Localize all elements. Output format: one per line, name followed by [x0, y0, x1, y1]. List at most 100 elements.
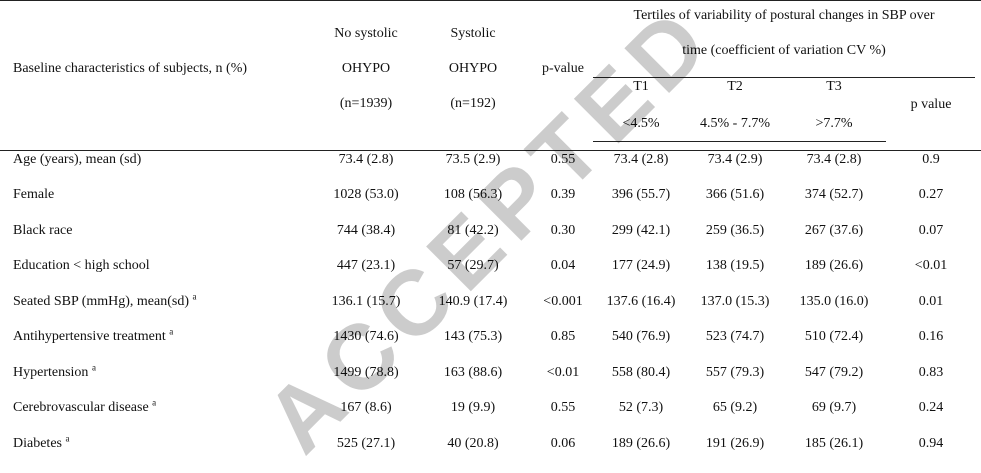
footnote-marker: a — [169, 326, 174, 337]
table-cell: 73.4 (2.8) — [613, 152, 669, 167]
row-label-text: Seated SBP (mmHg), mean(sd) — [13, 294, 190, 309]
table-cell: 557 (79.3) — [705, 365, 765, 380]
table-cell: 374 (52.7) — [804, 187, 864, 202]
row-label: Hypertension a — [13, 362, 96, 381]
table-cell: 0.83 — [918, 365, 944, 380]
table-cell: <0.001 — [543, 294, 583, 309]
table-cell: 138 (19.5) — [705, 258, 765, 273]
tertile-sub-rule — [593, 141, 886, 142]
row-label: Age (years), mean (sd) — [13, 152, 141, 168]
table-cell: 189 (26.6) — [611, 436, 671, 451]
table-cell: 744 (38.4) — [336, 223, 396, 238]
row-label: Seated SBP (mmHg), mean(sd) a — [13, 291, 197, 310]
table-cell: 167 (8.6) — [340, 400, 392, 415]
table-cell: 135.0 (16.0) — [799, 294, 869, 309]
row-label: Antihypertensive treatment a — [13, 326, 174, 345]
row-label-text: Hypertension — [13, 365, 89, 380]
table-cell: 143 (75.3) — [443, 329, 503, 344]
table-cell: 65 (9.2) — [712, 400, 758, 415]
header-baseline-label: Baseline characteristics of subjects, n … — [13, 61, 248, 76]
table-cell: 0.55 — [550, 400, 576, 415]
table-cell: 73.4 (2.9) — [707, 152, 763, 167]
table-cell: 136.1 (15.7) — [331, 294, 401, 309]
header-t1-range: <4.5% — [622, 116, 660, 131]
table-cell: 0.39 — [550, 187, 576, 202]
row-label: Diabetes a — [13, 433, 70, 452]
table-cell: 73.4 (2.8) — [806, 152, 862, 167]
header-systolic-line1: Systolic — [450, 26, 496, 41]
header-no-systolic-line2: OHYPO — [341, 61, 391, 76]
table-cell: 0.85 — [550, 329, 576, 344]
table-cell: 108 (56.3) — [443, 187, 503, 202]
table-cell: 299 (42.1) — [611, 223, 671, 238]
row-label-text: Age (years), mean (sd) — [13, 152, 142, 167]
table-cell: 140.9 (17.4) — [438, 294, 508, 309]
header-pvalue: p-value — [542, 61, 584, 76]
header-systolic-n: (n=192) — [450, 96, 496, 111]
table-cell: 81 (42.2) — [447, 223, 499, 238]
row-label-text: Female — [13, 187, 55, 202]
table-cell: 137.6 (16.4) — [606, 294, 676, 309]
table-cell: 137.0 (15.3) — [700, 294, 770, 309]
table-cell: 1028 (53.0) — [333, 187, 399, 202]
table-cell: 525 (27.1) — [336, 436, 396, 451]
row-label: Cerebrovascular disease a — [13, 397, 157, 416]
header-t2: T2 — [727, 79, 743, 94]
table-cell: 0.07 — [918, 223, 944, 238]
header-tertiles-line1: Tertiles of variability of postural chan… — [633, 8, 935, 23]
top-rule — [0, 0, 981, 1]
row-label-text: Antihypertensive treatment — [13, 329, 166, 344]
table-cell: <0.01 — [546, 365, 580, 380]
header-tertiles-line2: time (coefficient of variation CV %) — [682, 43, 886, 58]
table-cell: 0.06 — [550, 436, 576, 451]
row-label-text: Cerebrovascular disease — [13, 400, 149, 415]
table-cell: 19 (9.9) — [450, 400, 496, 415]
table-cell: 0.94 — [918, 436, 944, 451]
header-bottom-rule — [0, 150, 981, 151]
table-cell: 540 (76.9) — [611, 329, 671, 344]
footnote-marker: a — [192, 291, 197, 302]
header-systolic-line2: OHYPO — [448, 61, 498, 76]
table-cell: 0.24 — [918, 400, 944, 415]
table-cell: 1499 (78.8) — [333, 365, 399, 380]
table-cell: 0.55 — [550, 152, 576, 167]
header-no-systolic-n: (n=1939) — [339, 96, 393, 111]
table-cell: 558 (80.4) — [611, 365, 671, 380]
footnote-marker: a — [65, 433, 70, 444]
table-cell: 73.4 (2.8) — [338, 152, 394, 167]
table-cell: 189 (26.6) — [804, 258, 864, 273]
table-cell: 0.01 — [918, 294, 944, 309]
table-cell: 69 (9.7) — [811, 400, 857, 415]
table-cell: 177 (24.9) — [611, 258, 671, 273]
row-label: Black race — [13, 223, 72, 239]
header-no-systolic-line1: No systolic — [334, 26, 398, 41]
tertile-rule — [593, 77, 975, 78]
table-cell: 40 (20.8) — [447, 436, 499, 451]
row-label-text: Education < high school — [13, 258, 150, 273]
table-cell: 185 (26.1) — [804, 436, 864, 451]
header-t3-range: >7.7% — [815, 116, 853, 131]
table-cell: 163 (88.6) — [443, 365, 503, 380]
header-t1: T1 — [633, 79, 649, 94]
row-label: Education < high school — [13, 258, 150, 274]
table-cell: 57 (29.7) — [447, 258, 499, 273]
table-cell: 547 (79.2) — [804, 365, 864, 380]
table-cell: <0.01 — [914, 258, 948, 273]
table-cell: 396 (55.7) — [611, 187, 671, 202]
header-t3: T3 — [826, 79, 842, 94]
footnote-marker: a — [152, 397, 157, 408]
table-cell: 267 (37.6) — [804, 223, 864, 238]
table-cell: 52 (7.3) — [618, 400, 664, 415]
row-label: Female — [13, 187, 54, 203]
table-cell: 73.5 (2.9) — [445, 152, 501, 167]
table-cell: 510 (72.4) — [804, 329, 864, 344]
table-cell: 0.27 — [918, 187, 944, 202]
table-cell: 0.9 — [922, 152, 940, 167]
header-t2-range: 4.5% - 7.7% — [700, 116, 770, 131]
table-cell: 523 (74.7) — [705, 329, 765, 344]
table-cell: 191 (26.9) — [705, 436, 765, 451]
footnote-marker: a — [91, 362, 96, 373]
header-pvalue-tertiles: p value — [910, 97, 952, 112]
table-cell: 366 (51.6) — [705, 187, 765, 202]
